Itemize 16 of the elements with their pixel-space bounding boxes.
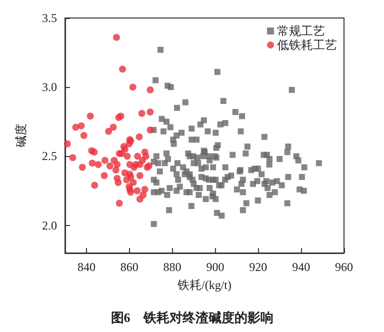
y-axis-title: 碱度	[14, 124, 28, 148]
x-axis-title: 铁耗/(kg/t)	[176, 278, 232, 292]
x-tick-label: 920	[249, 260, 268, 274]
x-tick-label: 880	[163, 260, 182, 274]
legend-label: 常规工艺	[277, 24, 325, 38]
y-tick-label: 2.0	[42, 218, 57, 232]
x-tick-label: 940	[292, 260, 310, 274]
x-tick-label: 900	[206, 260, 224, 274]
y-tick-label: 3.5	[42, 11, 57, 25]
x-tick-label: 960	[335, 260, 353, 274]
y-tick-label: 2.5	[42, 149, 57, 164]
y-tick-label: 3.0	[42, 80, 57, 94]
x-tick-label: 860	[120, 260, 138, 274]
caption: 图6 铁耗对终渣碱度的影响	[110, 310, 274, 325]
legend-label: 低铁耗工艺	[277, 38, 337, 52]
x-tick-label: 840	[77, 260, 96, 274]
